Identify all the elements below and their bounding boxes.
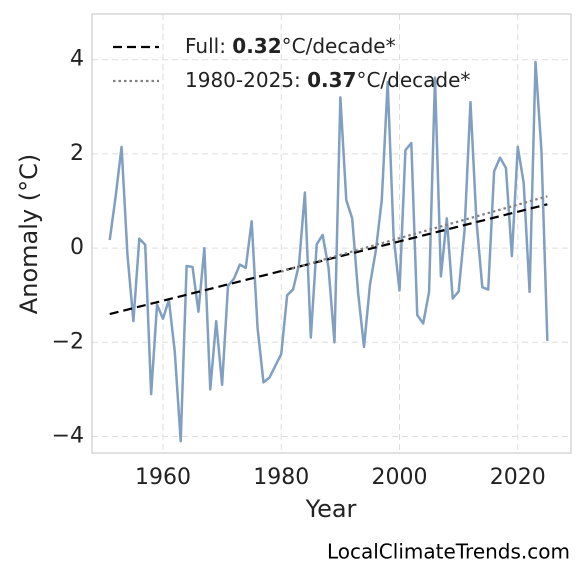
x-tick-label: 1980 [253, 465, 309, 490]
legend-label-part: 1980-2025: [185, 68, 307, 92]
legend-label-part: °C/decade* [282, 34, 396, 58]
legend-label-part: 0.32 [232, 34, 281, 58]
legend-label-part: Full: [185, 34, 232, 58]
legend-label-part: 0.37 [307, 68, 356, 92]
trend-line [109, 203, 548, 316]
y-tick-label: 0 [70, 235, 84, 260]
x-tick-label: 1960 [135, 465, 191, 490]
footer: LocalClimateTrends.com [327, 540, 570, 564]
data-line [108, 60, 549, 443]
legend-label: Full: 0.32°C/decade* [185, 34, 396, 58]
legend-label-part: °C/decade* [356, 68, 470, 92]
y-axis-title: Anomaly (°C) [15, 154, 43, 314]
x-axis-title: Year [305, 495, 357, 523]
plot-frame [91, 13, 572, 454]
y-tick-label: 2 [70, 141, 84, 166]
x-tick-label: 2000 [372, 465, 428, 490]
trend-line [280, 195, 548, 273]
y-tick-label: −4 [52, 424, 84, 449]
x-tick-label: 2020 [490, 465, 546, 490]
y-tick-label: 4 [70, 47, 84, 72]
legend-label: 1980-2025: 0.37°C/decade* [185, 68, 470, 92]
y-tick-label: −2 [52, 329, 84, 354]
